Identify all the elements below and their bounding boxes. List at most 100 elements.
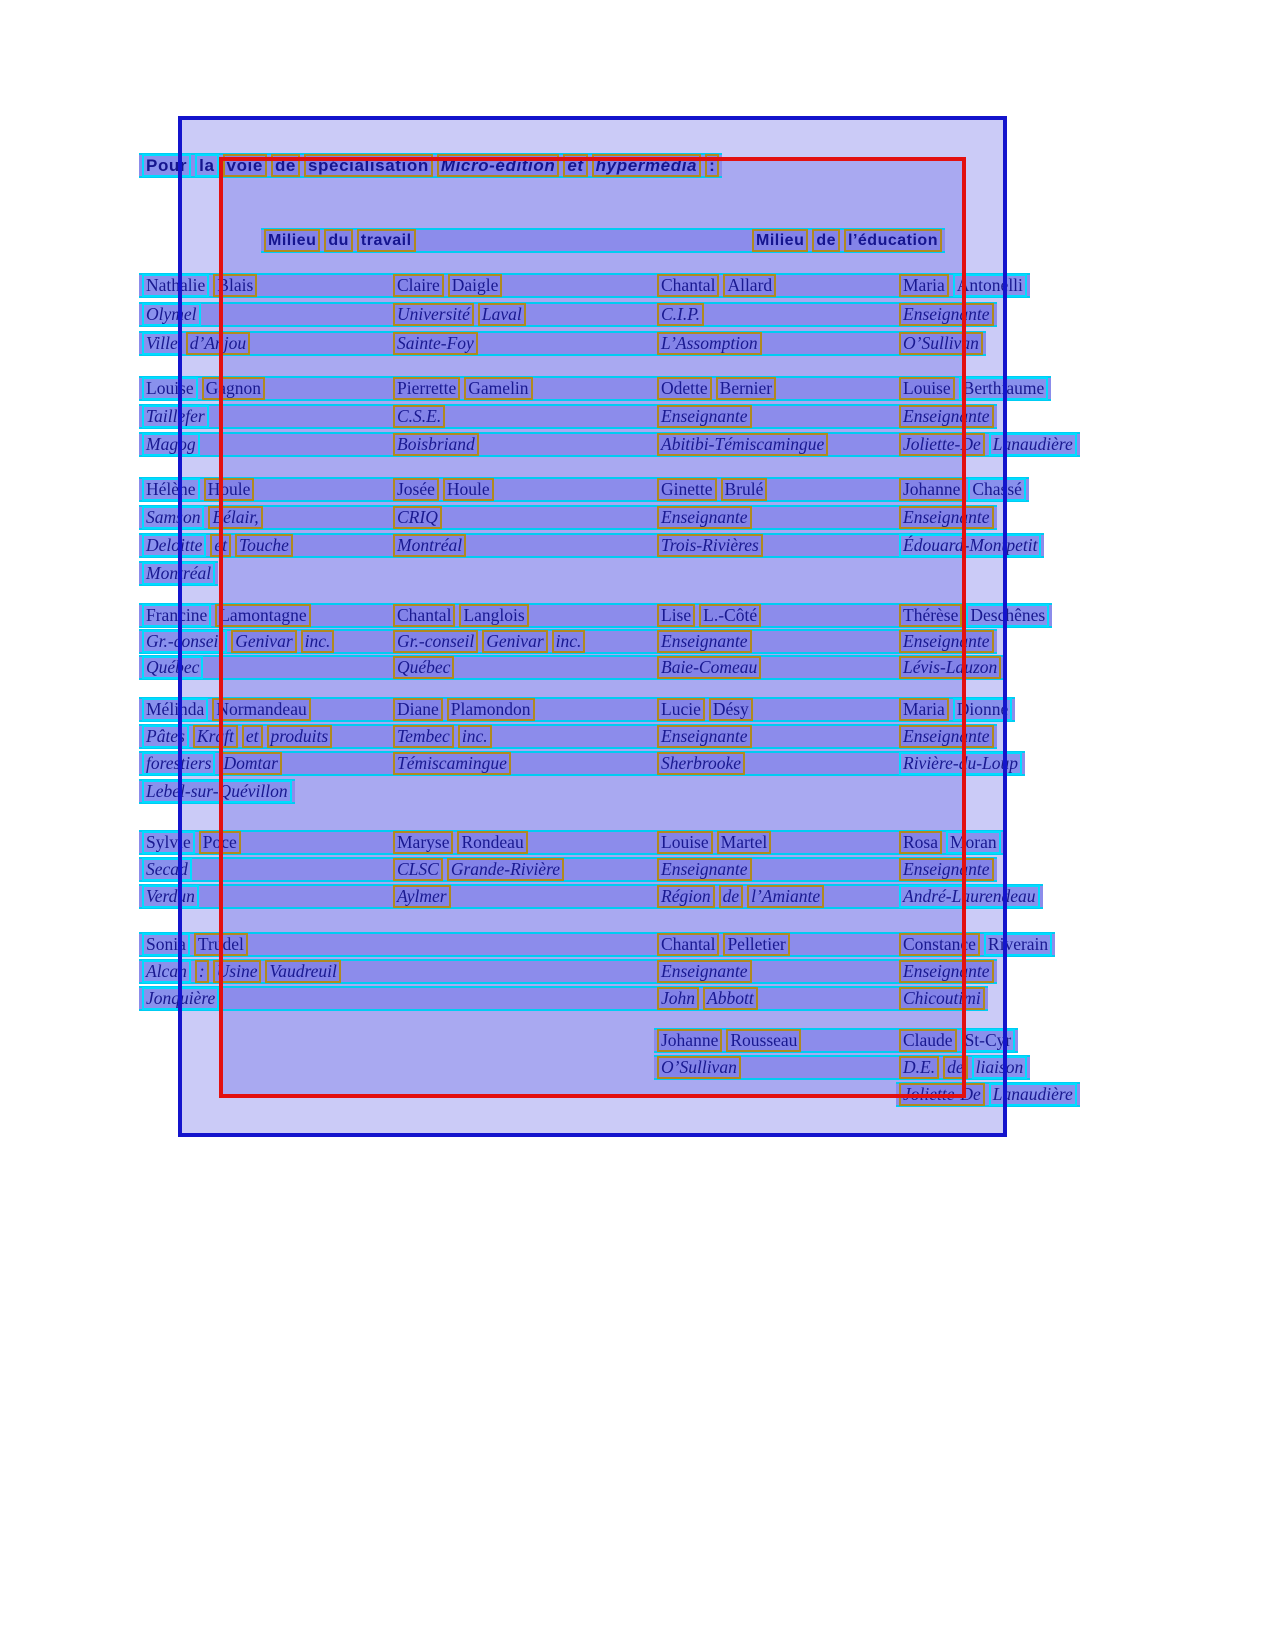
- word-box-outlier: Pâtes: [142, 724, 189, 748]
- word-box: Pierrette: [393, 376, 461, 400]
- word-box: Rondeau: [457, 830, 528, 854]
- word-box: Daigle: [447, 273, 503, 297]
- line-cell: Mélinda Normandeau: [142, 697, 311, 721]
- line-cell: Diane Plamondon: [393, 697, 535, 721]
- word-box: L’Assomption: [657, 331, 762, 355]
- word-box: spécialisation: [303, 153, 433, 177]
- text-line: Nathalie Blais Claire Daigle Chantal Allard Ma…: [139, 273, 1030, 298]
- word-box-outlier: Alcan: [142, 959, 191, 983]
- word-box-outlier: Sylvie: [142, 830, 195, 854]
- word-box: Constance: [899, 932, 980, 956]
- text-line: Samson Bélair, CRIQ Enseignante Enseignante: [139, 505, 997, 530]
- line-cell: Québec: [393, 655, 455, 679]
- line-cell: CLSC Grande-Rivière: [393, 857, 564, 881]
- line-cell: Johanne Chassé: [899, 477, 1026, 501]
- line-cell: Enseignante: [899, 629, 994, 653]
- line-cell: Université Laval: [393, 302, 526, 326]
- line-cell: Sonia Trudel: [142, 932, 248, 956]
- word-box: travail: [356, 228, 416, 252]
- word-box: inc.: [300, 629, 335, 653]
- word-box: et: [210, 533, 232, 557]
- line-cell: Enseignante: [657, 629, 752, 653]
- text-line: Milieu du travail Milieu de l’éducation: [261, 228, 945, 253]
- line-cell: Sylvie Poce: [142, 830, 241, 854]
- word-box-outlier: Deschênes: [966, 603, 1050, 627]
- text-line: Olymel Université Laval C.I.P. Enseignante: [139, 302, 997, 327]
- word-box: Poce: [198, 830, 241, 854]
- word-box: inc.: [551, 629, 586, 653]
- word-box: Laval: [477, 302, 526, 326]
- line-cell: L’Assomption: [657, 331, 762, 355]
- word-box: Odette: [657, 376, 712, 400]
- text-line: Pâtes Kraft et produits Tembec inc. Enseignant…: [139, 724, 997, 749]
- word-box: Sherbrooke: [657, 751, 746, 775]
- word-box: O’Sullivan: [899, 331, 983, 355]
- word-box: de: [812, 228, 841, 252]
- word-box-outlier: la: [195, 153, 219, 177]
- word-box: Enseignante: [899, 959, 994, 983]
- word-box: Louise: [657, 830, 713, 854]
- text-line: Mélinda Normandeau Diane Plamondon Lucie Désy…: [139, 697, 1015, 722]
- word-box: Josée: [393, 477, 439, 501]
- word-box: Abbott: [703, 986, 758, 1010]
- word-box: Bernier: [715, 376, 777, 400]
- word-box-outlier: Ville: [142, 331, 182, 355]
- word-box: de: [270, 153, 300, 177]
- word-box-outlier: Gr.-conseil: [142, 629, 228, 653]
- word-box-outlier: Louise: [142, 376, 198, 400]
- line-cell: Josée Houle: [393, 477, 494, 501]
- word-box-outlier: Lebel-sur-Quévillon: [142, 779, 292, 803]
- text-line: Deloitte et Touche Montréal Trois-Rivières Éd…: [139, 533, 1044, 558]
- word-box: Enseignante: [657, 724, 752, 748]
- word-box: Boisbriand: [393, 432, 479, 456]
- word-box: Abitibi-Témiscamingue: [657, 432, 829, 456]
- word-box: Domtar: [219, 751, 282, 775]
- line-cell: Tembec inc.: [393, 724, 492, 748]
- line-cell: D.E. de liaison: [899, 1055, 1028, 1079]
- word-box-outlier: Pour: [142, 153, 192, 177]
- line-cell: Louise Berthiaume: [899, 376, 1049, 400]
- text-line: Joliette-De Lanaudière: [896, 1082, 1080, 1107]
- word-box-outlier: St-Cyr: [960, 1028, 1016, 1052]
- word-box: Thérèse: [899, 603, 963, 627]
- word-box: de: [943, 1055, 968, 1079]
- word-box: Chantal: [657, 932, 720, 956]
- line-cell: Deloitte et Touche: [142, 533, 293, 557]
- text-line: Jonquière John Abbott Chicoutimi: [139, 986, 988, 1011]
- word-box: Université: [393, 302, 474, 326]
- line-cell: Magog: [142, 432, 200, 456]
- line-cell: Chantal Allard: [657, 273, 777, 297]
- word-box: Rousseau: [726, 1028, 802, 1052]
- word-box: de: [718, 884, 744, 908]
- word-box: du: [324, 228, 353, 252]
- word-box: Houle: [442, 477, 494, 501]
- line-cell: Pâtes Kraft et produits: [142, 724, 333, 748]
- word-box: O’Sullivan: [657, 1055, 741, 1079]
- line-cell: Édouard-Montpetit: [899, 533, 1042, 557]
- line-cell: Enseignante: [657, 959, 752, 983]
- text-line: Ville d’Anjou Sainte-Foy L’Assomption O’Sull…: [139, 331, 986, 356]
- word-box: Sainte-Foy: [393, 331, 478, 355]
- word-box: Chantal: [393, 603, 456, 627]
- word-box: Lucie: [657, 697, 705, 721]
- line-cell: Sherbrooke: [657, 751, 746, 775]
- word-box: l’éducation: [844, 228, 942, 252]
- word-box: Enseignante: [899, 302, 994, 326]
- word-box: Enseignante: [899, 724, 994, 748]
- line-cell: Enseignante: [899, 959, 994, 983]
- word-box-outlier: Verdun: [142, 884, 199, 908]
- line-cell: Hélène Houle: [142, 477, 255, 501]
- word-box-outlier: Dionne: [952, 697, 1013, 721]
- word-box: Blais: [213, 273, 258, 297]
- word-box: Plamondon: [446, 697, 535, 721]
- word-box: hypermédia: [591, 153, 702, 177]
- word-box: Johanne: [657, 1028, 723, 1052]
- word-box: voie: [222, 153, 267, 177]
- word-box: Houle: [203, 477, 255, 501]
- word-box: C.S.E.: [393, 404, 446, 428]
- line-cell: Constance Riverain: [899, 932, 1053, 956]
- word-box: Chantal: [657, 273, 720, 297]
- text-line: Johanne Rousseau Claude St-Cyr: [654, 1028, 1018, 1053]
- line-cell: Maria Antonelli: [899, 273, 1027, 297]
